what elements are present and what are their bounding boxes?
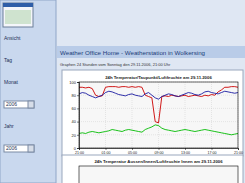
plot-area bbox=[79, 82, 238, 148]
chart-title: 24h Temperatur/Taupunkt/Luftfeuchte am 2… bbox=[105, 75, 212, 80]
sidebar-label: Ansicht bbox=[4, 35, 21, 41]
tick: 21:00 bbox=[75, 148, 84, 155]
dropdown[interactable] bbox=[4, 101, 34, 108]
tick-label: 80 bbox=[72, 93, 77, 98]
tick-label: 20 bbox=[72, 133, 77, 138]
tick: 100 bbox=[69, 80, 79, 85]
tick: 60 bbox=[72, 106, 79, 111]
series-line bbox=[79, 91, 238, 99]
tick: 20 bbox=[72, 133, 79, 138]
tick: 13:00 bbox=[181, 148, 190, 155]
sidebar-label: Jahr bbox=[4, 123, 14, 129]
plot-frame bbox=[79, 82, 238, 148]
grid-line bbox=[158, 82, 159, 148]
header-subtitle: Graphen 24 Stunden vom Sonntag den 29.11… bbox=[60, 62, 171, 67]
tick: 01:00 bbox=[102, 148, 111, 155]
plot-area bbox=[79, 166, 238, 183]
dropdown-button[interactable] bbox=[28, 145, 34, 152]
tick-label: 13:00 bbox=[181, 151, 190, 155]
chart-title: 24h Temperatur Aussen/Innen/Luftfeuchte … bbox=[94, 159, 223, 164]
tick: 21:00 bbox=[234, 148, 243, 155]
dropdown-button[interactable] bbox=[28, 101, 34, 108]
thumbnail-content bbox=[5, 10, 31, 24]
dropdown-value: 2006 bbox=[6, 101, 17, 107]
page: Ansicht Tag Monat 2006 Jahr 2006 Weather Offic… bbox=[0, 0, 245, 183]
tick: 05:00 bbox=[128, 148, 137, 155]
grid-line bbox=[211, 82, 212, 148]
chart: 24h Temperatur/Taupunkt/Luftfeuchte am 2… bbox=[62, 70, 243, 156]
lines bbox=[79, 87, 238, 135]
tick: 80 bbox=[72, 93, 79, 98]
sidebar: Ansicht Tag Monat 2006 Jahr 2006 bbox=[0, 0, 56, 183]
series-line bbox=[79, 87, 238, 123]
header-bar bbox=[57, 46, 245, 58]
tick-label: 100 bbox=[69, 80, 76, 85]
x-axis: 21:00 01:00 05:00 09:00 13:00 17:00 21:00 bbox=[75, 148, 243, 155]
sidebar-label: Monat bbox=[4, 79, 19, 85]
dropdown-value: 2006 bbox=[6, 145, 17, 151]
tick-label: 21:00 bbox=[75, 151, 84, 155]
grid-line bbox=[132, 82, 133, 148]
thumbnail bbox=[3, 3, 33, 27]
chart: 24h Temperatur Aussen/Innen/Luftfeuchte … bbox=[62, 155, 243, 183]
sidebar-label: Tag bbox=[4, 57, 12, 63]
tick-label: 40 bbox=[72, 119, 77, 124]
sidebar-panel bbox=[0, 0, 56, 183]
y-axis: 020406080100 bbox=[69, 80, 79, 151]
tick: 17:00 bbox=[208, 148, 217, 155]
grid-line bbox=[185, 82, 186, 148]
header-title: Weather Office Home - Weatherstation in … bbox=[60, 49, 206, 56]
tick-label: 60 bbox=[72, 106, 77, 111]
chart-panel bbox=[62, 70, 243, 156]
grid-line bbox=[105, 82, 106, 148]
thumbnail-bar bbox=[3, 3, 33, 7]
tick: 40 bbox=[72, 119, 79, 124]
tick-label: 05:00 bbox=[128, 151, 137, 155]
tick-label: 01:00 bbox=[102, 151, 111, 155]
tick-label: 21:00 bbox=[234, 151, 243, 155]
dropdown[interactable] bbox=[4, 145, 34, 152]
tick: 09:00 bbox=[155, 148, 164, 155]
series-line bbox=[79, 125, 238, 135]
tick-label: 17:00 bbox=[208, 151, 217, 155]
tick-label: 09:00 bbox=[155, 151, 164, 155]
grid bbox=[79, 82, 238, 148]
